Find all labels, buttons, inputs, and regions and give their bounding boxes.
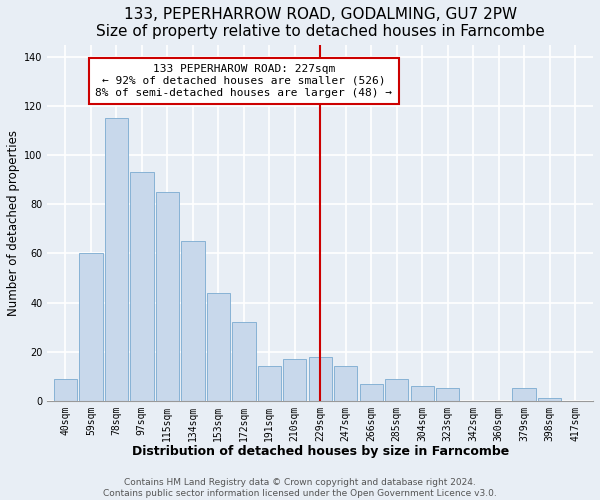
Bar xyxy=(334,366,358,401)
Bar xyxy=(181,241,205,401)
Text: Contains HM Land Registry data © Crown copyright and database right 2024.
Contai: Contains HM Land Registry data © Crown c… xyxy=(103,478,497,498)
Bar xyxy=(257,366,281,401)
Bar xyxy=(53,378,77,401)
Title: 133, PEPERHARROW ROAD, GODALMING, GU7 2PW
Size of property relative to detached : 133, PEPERHARROW ROAD, GODALMING, GU7 2P… xyxy=(96,7,545,40)
Bar xyxy=(538,398,562,401)
Bar xyxy=(232,322,256,401)
Text: 133 PEPERHAROW ROAD: 227sqm
← 92% of detached houses are smaller (526)
8% of sem: 133 PEPERHAROW ROAD: 227sqm ← 92% of det… xyxy=(95,64,392,98)
Bar xyxy=(283,359,307,401)
Bar xyxy=(104,118,128,401)
Bar xyxy=(155,192,179,401)
X-axis label: Distribution of detached houses by size in Farncombe: Distribution of detached houses by size … xyxy=(131,445,509,458)
Bar xyxy=(410,386,434,401)
Bar xyxy=(130,172,154,401)
Bar xyxy=(512,388,536,401)
Bar xyxy=(79,254,103,401)
Bar xyxy=(359,384,383,401)
Y-axis label: Number of detached properties: Number of detached properties xyxy=(7,130,20,316)
Bar xyxy=(308,356,332,401)
Bar xyxy=(385,378,409,401)
Bar xyxy=(436,388,460,401)
Bar xyxy=(206,292,230,401)
